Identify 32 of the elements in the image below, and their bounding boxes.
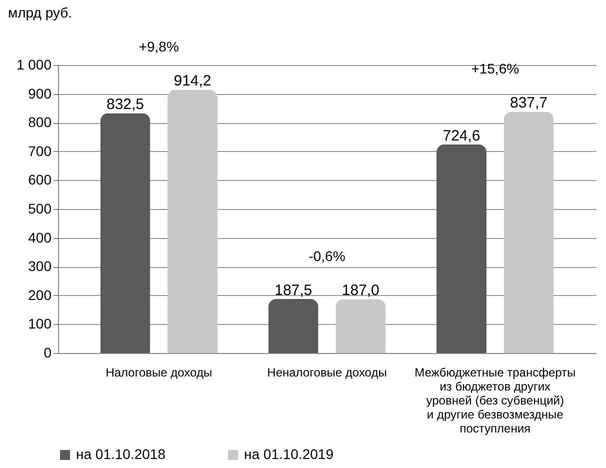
data-label: 832,5 bbox=[106, 96, 144, 114]
annotation: +15,6% bbox=[471, 60, 520, 77]
annotation: -0,6% bbox=[308, 248, 346, 264]
y-tick-label: 500 bbox=[28, 200, 52, 216]
y-tick-label: 300 bbox=[28, 258, 52, 274]
x-tick-label: Межбюджетные трансферты из бюджетов других уровней (без субвенций) и другие безвозмездные поступления bbox=[414, 366, 576, 436]
text: +9,8% bbox=[138, 38, 179, 55]
y-tick-label: 0 bbox=[44, 344, 52, 360]
bar bbox=[100, 113, 150, 353]
y-tick-label: 700 bbox=[28, 142, 52, 159]
legend-label: на 01.10.2019 bbox=[244, 446, 334, 462]
y-tick-label: 400 bbox=[28, 229, 52, 246]
data-label: 837,7 bbox=[510, 94, 548, 112]
bar bbox=[504, 112, 554, 353]
data-label: 914,2 bbox=[174, 72, 212, 90]
legend-label: на 01.10.2018 bbox=[76, 446, 166, 462]
y-tick-label: 200 bbox=[28, 286, 52, 303]
y-tick-label: 600 bbox=[28, 172, 52, 188]
y-tick-label: 800 bbox=[28, 114, 52, 130]
x-tick-label: Налоговые доходы bbox=[106, 366, 212, 380]
y-tick-label: 100 bbox=[28, 316, 52, 332]
bar bbox=[436, 144, 486, 353]
bar bbox=[168, 90, 218, 353]
bar bbox=[336, 299, 386, 353]
y-tick-label: 1 000 bbox=[16, 56, 52, 72]
bar bbox=[268, 299, 318, 353]
y-axis-title: млрд руб. bbox=[8, 4, 72, 21]
data-label: 187,5 bbox=[274, 282, 312, 299]
data-label: 724,6 bbox=[442, 127, 480, 144]
data-label: 187,0 bbox=[342, 282, 380, 300]
y-tick-label: 900 bbox=[28, 85, 52, 102]
x-tick-label: Неналоговые доходы bbox=[267, 366, 387, 380]
